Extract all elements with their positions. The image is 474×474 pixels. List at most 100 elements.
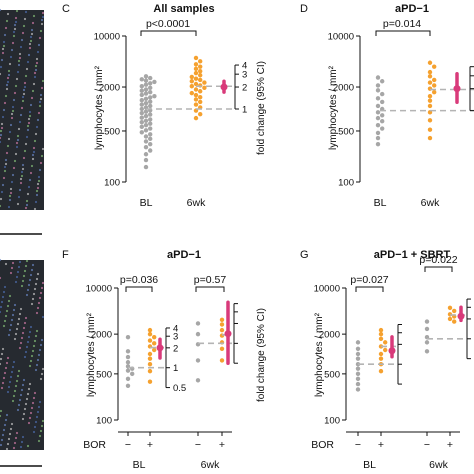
wk6-group-point-24 xyxy=(193,102,199,107)
microscopy-image-top-speck xyxy=(6,144,10,148)
microscopy-image-bottom-speck xyxy=(14,384,18,388)
y-tick-label: 500 xyxy=(338,126,354,137)
microscopy-image-top-speck xyxy=(25,135,29,139)
bl-group-point-16 xyxy=(375,135,381,141)
microscopy-image-top-speck xyxy=(32,82,36,86)
microscopy-image-top-speck xyxy=(11,105,15,109)
p-value-label: p=0.036 xyxy=(120,274,158,286)
microscopy-image-bottom-speck xyxy=(40,286,44,290)
microscopy-image-bottom-speck xyxy=(26,392,30,396)
microscopy-image-bottom-speck xyxy=(1,381,5,385)
bl-neg-group-point-3 xyxy=(355,356,361,361)
fold-change-tick-label: 1 xyxy=(173,363,178,374)
wk6-group-point-9 xyxy=(427,93,433,99)
wk6-neg-group-point-3 xyxy=(195,358,201,363)
microscopy-image-bottom-speck xyxy=(16,408,20,412)
microscopy-image-bottom-speck xyxy=(33,287,37,291)
bl-pos-group-point-3 xyxy=(383,340,388,345)
bl-group-point-25 xyxy=(143,109,149,114)
microscopy-image-top-speck xyxy=(39,29,43,33)
wk6-pos-group-point-1 xyxy=(219,322,225,327)
microscopy-image-top-speck xyxy=(11,41,15,45)
microscopy-image-top-speck xyxy=(20,38,24,42)
bl-group-point-0 xyxy=(143,74,149,79)
y-tick-label: 100 xyxy=(338,178,354,189)
microscopy-image-top-speck xyxy=(35,189,39,193)
microscopy-image-bottom-speck xyxy=(37,353,41,357)
microscopy-image-top-speck xyxy=(28,110,32,114)
microscopy-image-bottom-speck xyxy=(28,416,32,420)
microscopy-image-top-speck xyxy=(29,39,33,43)
bl-group-point-17 xyxy=(375,141,381,147)
chart-title: aPD−1 + SBRT xyxy=(374,249,451,261)
microscopy-image-bottom-speck xyxy=(3,285,7,289)
microscopy-image-top-speck xyxy=(35,125,39,129)
microscopy-image-top-speck xyxy=(0,190,4,194)
microscopy-image-bottom-speck xyxy=(37,301,41,305)
microscopy-image-top-speck xyxy=(0,133,3,137)
wk6-pos-group-point-1 xyxy=(452,308,457,314)
microscopy-image-bottom-speck xyxy=(21,383,25,387)
microscopy-image-bottom-speck xyxy=(28,382,32,386)
microscopy-image-bottom-speck xyxy=(16,270,20,274)
bl-neg-group-point-2 xyxy=(355,351,361,357)
microscopy-image-bottom-speck xyxy=(1,295,5,299)
microscopy-image-top-speck xyxy=(4,162,8,166)
microscopy-image-bottom-speck xyxy=(30,302,34,306)
microscopy-image-bottom-speck xyxy=(29,273,33,277)
microscopy-image-bottom-speck xyxy=(9,375,13,379)
microscopy-image-top-speck xyxy=(17,195,21,199)
microscopy-image-bottom-speck xyxy=(15,431,19,435)
microscopy-image-bottom-speck xyxy=(36,410,40,414)
microscopy-image-bottom-speck xyxy=(7,333,11,337)
bl-group-point-4 xyxy=(380,91,385,97)
microscopy-image-top-speck xyxy=(20,170,24,174)
microscopy-image-bottom-speck xyxy=(16,374,20,378)
microscopy-image-bottom-speck xyxy=(18,312,22,316)
fold-change-estimate xyxy=(388,347,396,355)
microscopy-image-bottom-speck xyxy=(9,427,13,431)
microscopy-image-top-speck xyxy=(7,69,11,73)
bl-group-point-4 xyxy=(152,79,157,85)
bl-pos-group-point-5 xyxy=(383,347,388,353)
microscopy-image-top-speck xyxy=(10,116,14,120)
microscopy-image-top-speck xyxy=(30,96,34,100)
microscopy-image-top-speck xyxy=(34,200,38,204)
microscopy-image-bottom-speck xyxy=(29,411,33,415)
microscopy-image-bottom-speck xyxy=(17,403,21,407)
microscopy-image-bottom-speck xyxy=(41,419,45,423)
microscopy-image-bottom-speck xyxy=(35,311,39,315)
microscopy-image-bottom-speck xyxy=(1,433,5,437)
microscopy-image-top-speck xyxy=(19,181,23,185)
microscopy-image-top-speck xyxy=(21,95,25,99)
microscopy-image-top-speck xyxy=(0,204,2,208)
microscopy-image-bottom-speck xyxy=(30,354,34,358)
microscopy-image-top-speck xyxy=(5,87,9,91)
microscopy-image-top-speck xyxy=(10,180,14,184)
bl-neg-group-point-7 xyxy=(130,371,135,377)
significance-bracket xyxy=(195,286,225,292)
microscopy-image-bottom-speck xyxy=(32,430,36,434)
microscopy-image-top-speck xyxy=(20,174,24,178)
bor-sign-label: + xyxy=(378,439,384,451)
microscopy-image-top-speck xyxy=(30,28,34,32)
microscopy-image-top-speck xyxy=(40,154,44,158)
microscopy-image-top-speck xyxy=(13,159,17,163)
microscopy-image-bottom-speck xyxy=(20,440,24,444)
microscopy-image-top-speck xyxy=(7,137,11,141)
bl-group-point-36 xyxy=(148,126,153,131)
microscopy-image-bottom-speck xyxy=(35,277,39,281)
microscopy-image-top-speck xyxy=(32,146,36,150)
microscopy-image-bottom-speck xyxy=(14,436,18,440)
bl-group-point-45 xyxy=(148,148,153,153)
microscopy-image-top-speck xyxy=(26,60,30,64)
x-category-label: 6wk xyxy=(421,197,440,209)
microscopy-image-top-speck xyxy=(36,186,40,190)
y-tick-label: 10000 xyxy=(314,284,340,295)
microscopy-image-top-speck xyxy=(6,76,10,80)
microscopy-image-bottom-speck xyxy=(26,288,30,292)
chart-title: All samples xyxy=(153,3,214,15)
microscopy-image-top-speck xyxy=(34,64,38,68)
microscopy-image-bottom-speck xyxy=(3,319,7,323)
microscopy-image-bottom-speck xyxy=(0,258,2,262)
